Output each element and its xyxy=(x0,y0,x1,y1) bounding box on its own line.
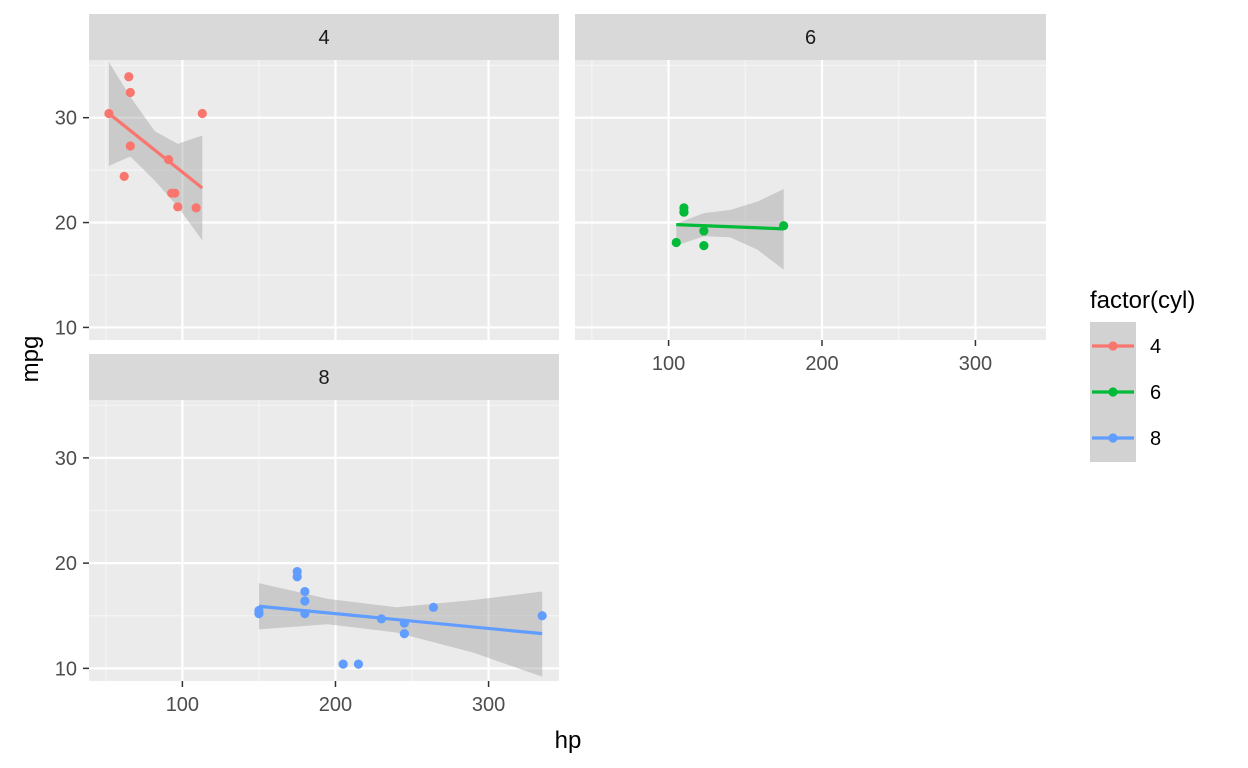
data-point xyxy=(699,226,709,236)
legend: factor(cyl) 4 6 8 xyxy=(1090,287,1195,462)
x-axis-title: hp xyxy=(555,727,582,754)
legend-title: factor(cyl) xyxy=(1090,287,1195,314)
data-point xyxy=(254,609,264,619)
panel-background xyxy=(575,60,1046,340)
x-tick-label: 300 xyxy=(472,694,505,716)
regression-line xyxy=(107,112,204,190)
facet-strip xyxy=(89,354,559,400)
data-point xyxy=(679,207,689,217)
legend-entry-8: 8 xyxy=(1092,428,1161,450)
facet-strip-label: 8 xyxy=(318,367,329,389)
data-point xyxy=(125,87,135,98)
facet-panels: 4 10 20 30 6 100 200 300 8 10 20 30 100 200 300 xyxy=(55,14,1046,716)
y-tick-label: 10 xyxy=(55,317,77,339)
y-tick-label: 20 xyxy=(55,553,77,575)
data-point xyxy=(119,171,129,182)
data-point xyxy=(124,72,134,82)
legend-entry-4: 4 xyxy=(1092,336,1161,358)
legend-key-point xyxy=(1108,341,1118,351)
facet-strip xyxy=(89,14,559,60)
legend-label: 4 xyxy=(1150,336,1161,358)
panel-background xyxy=(89,60,559,340)
data-point xyxy=(300,596,310,606)
x-tick-label: 200 xyxy=(805,353,838,375)
confidence-band xyxy=(676,189,784,270)
legend-entry-6: 6 xyxy=(1092,382,1161,404)
facet-panel-8: 8 10 20 30 100 200 300 xyxy=(55,354,559,716)
y-tick-label: 20 xyxy=(55,213,77,235)
legend-key-point xyxy=(1108,433,1118,443)
data-point xyxy=(191,203,201,213)
facet-panel-4: 4 10 20 30 xyxy=(55,14,559,340)
legend-label: 6 xyxy=(1150,382,1161,404)
data-point xyxy=(173,202,183,212)
data-point xyxy=(699,241,709,251)
confidence-band xyxy=(258,583,543,677)
data-point xyxy=(671,237,681,248)
facet-strip-label: 4 xyxy=(318,27,329,49)
y-tick-label: 30 xyxy=(55,108,77,130)
x-tick-label: 300 xyxy=(959,353,992,375)
legend-label: 8 xyxy=(1150,428,1161,450)
x-tick-label: 100 xyxy=(166,694,199,716)
data-point xyxy=(338,659,348,669)
panel-background xyxy=(89,400,559,681)
data-point xyxy=(353,659,364,669)
facet-strip-label: 6 xyxy=(805,27,816,49)
x-tick-label: 200 xyxy=(319,694,352,716)
y-tick-label: 30 xyxy=(55,448,77,470)
data-point xyxy=(292,566,302,577)
data-point xyxy=(125,141,135,151)
legend-key-point xyxy=(1108,387,1118,397)
y-tick-label: 10 xyxy=(55,658,77,680)
data-point xyxy=(170,188,180,198)
y-axis-title: mpg xyxy=(17,336,44,383)
data-point xyxy=(537,611,547,621)
x-tick-label: 100 xyxy=(652,353,685,375)
facet-strip xyxy=(575,14,1046,60)
data-point xyxy=(197,108,207,119)
facet-panel-6: 6 100 200 300 xyxy=(575,14,1046,375)
data-point xyxy=(399,629,409,639)
data-point xyxy=(300,586,310,597)
regression-line xyxy=(676,223,784,231)
regression-line xyxy=(258,604,543,636)
data-point xyxy=(428,602,439,612)
